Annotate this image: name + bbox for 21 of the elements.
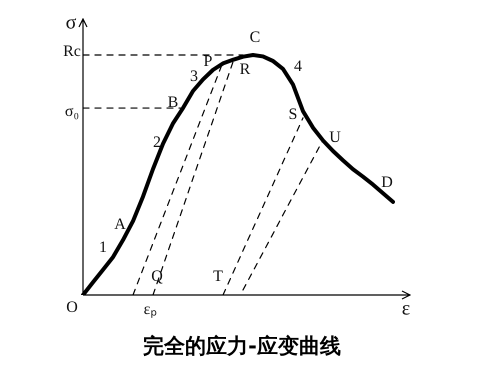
text: C [250, 29, 260, 46]
annotation: R [240, 61, 251, 78]
text: σ₀ [64, 103, 80, 120]
annotation: D [381, 174, 393, 192]
annotation: 3 [190, 68, 198, 86]
x-axis-title: ε [402, 297, 410, 320]
annotation: B [168, 94, 178, 112]
annotation: Q [151, 268, 164, 286]
text: O [66, 299, 78, 316]
annotation: U [329, 129, 342, 146]
annotation: 1 [99, 239, 107, 256]
annotation: T [213, 268, 224, 286]
annotation: 4 [294, 58, 302, 76]
annotation: A [114, 216, 126, 234]
text: 完全的应力-应变曲线 [142, 333, 342, 360]
annotation: 2 [153, 134, 161, 152]
y-axis-title: σ [66, 11, 77, 34]
text: εₚ [144, 301, 156, 318]
annotation: P [204, 53, 213, 70]
text: Rc [63, 43, 81, 60]
annotation: S [288, 106, 298, 124]
